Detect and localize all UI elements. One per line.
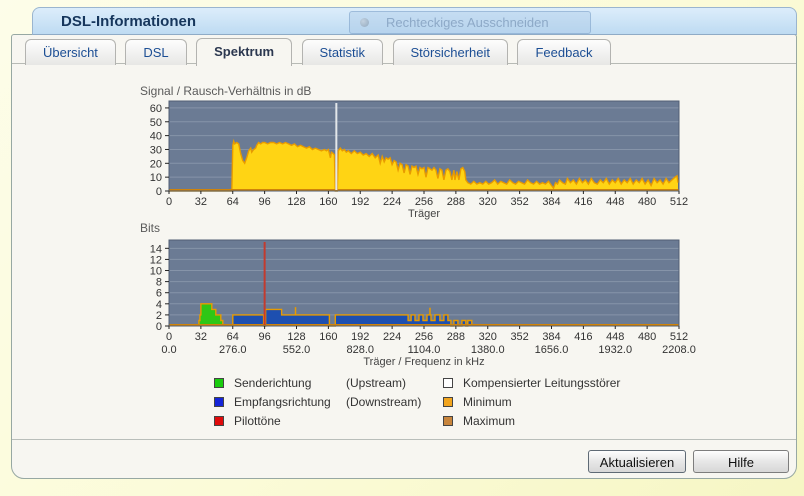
svg-text:448: 448 [606, 331, 624, 343]
refresh-button[interactable]: Aktualisieren [588, 450, 686, 473]
svg-text:0: 0 [166, 196, 172, 208]
svg-text:128: 128 [287, 196, 305, 208]
svg-text:64: 64 [227, 196, 239, 208]
svg-text:224: 224 [383, 331, 401, 343]
svg-text:256: 256 [415, 196, 433, 208]
chart-legend: Senderichtung (Upstream) Kompensierter L… [214, 376, 774, 433]
svg-text:40: 40 [150, 131, 162, 143]
svg-text:30: 30 [150, 144, 162, 156]
svg-text:828.0: 828.0 [346, 344, 374, 356]
svg-text:352: 352 [510, 196, 528, 208]
svg-text:10: 10 [150, 172, 162, 184]
svg-text:96: 96 [259, 331, 271, 343]
svg-text:512: 512 [670, 196, 688, 208]
legend-note: (Upstream) [346, 376, 407, 390]
legend-label: Minimum [463, 395, 512, 409]
svg-text:1932.0: 1932.0 [598, 344, 632, 356]
pilot-tones-swatch-icon [214, 416, 224, 426]
svg-text:288: 288 [447, 331, 465, 343]
legend-note: (Downstream) [346, 395, 422, 409]
svg-text:2208.0: 2208.0 [662, 344, 696, 356]
svg-text:256: 256 [415, 331, 433, 343]
tab-dsl[interactable]: DSL [125, 39, 187, 65]
svg-text:2: 2 [156, 310, 162, 322]
svg-text:276.0: 276.0 [219, 344, 247, 356]
svg-text:50: 50 [150, 117, 162, 129]
svg-text:64: 64 [227, 331, 239, 343]
svg-text:384: 384 [542, 331, 560, 343]
tab-feedback[interactable]: Feedback [517, 39, 611, 65]
svg-text:192: 192 [351, 331, 369, 343]
svg-text:6: 6 [156, 288, 162, 300]
svg-text:Träger / Frequenz in kHz: Träger / Frequenz in kHz [363, 356, 484, 368]
svg-text:96: 96 [259, 196, 271, 208]
help-button[interactable]: Hilfe [693, 450, 789, 473]
svg-text:20: 20 [150, 158, 162, 170]
snip-overlay-label: Rechteckiges Ausschneiden [386, 15, 549, 30]
svg-text:Träger: Träger [408, 208, 440, 220]
minimum-swatch-icon [443, 397, 453, 407]
svg-text:0: 0 [156, 321, 162, 333]
legend-label: Empfangsrichtung [234, 395, 331, 409]
bits-chart-title: Bits [140, 221, 161, 235]
legend-row: Empfangsrichtung (Downstream) Minimum [214, 395, 774, 414]
svg-text:416: 416 [574, 331, 592, 343]
dialog-header: DSL-Informationen Rechteckiges Ausschnei… [32, 7, 797, 35]
svg-text:128: 128 [287, 331, 305, 343]
svg-text:1380.0: 1380.0 [471, 344, 505, 356]
svg-text:1104.0: 1104.0 [408, 344, 441, 356]
snr-chart-title: Signal / Rausch-Verhältnis in dB [140, 84, 312, 98]
svg-text:416: 416 [574, 196, 592, 208]
svg-text:32: 32 [195, 196, 207, 208]
svg-text:1656.0: 1656.0 [535, 344, 569, 356]
tab-stoersicherheit[interactable]: Störsicherheit [392, 39, 508, 65]
snip-mode-icon [360, 18, 369, 27]
compensated-disturber-swatch-icon [443, 378, 453, 388]
tab-statistik[interactable]: Statistik [301, 39, 384, 65]
svg-text:10: 10 [150, 266, 162, 278]
dsl-info-panel: Übersicht DSL Spektrum Statistik Störsic… [11, 34, 797, 479]
legend-label: Kompensierter Leitungsstörer [463, 376, 621, 390]
snipping-tool-overlay: Rechteckiges Ausschneiden [349, 11, 591, 34]
legend-label: Pilottöne [234, 414, 281, 428]
svg-text:352: 352 [510, 331, 528, 343]
page-title: DSL-Informationen [61, 13, 196, 30]
svg-text:552.0: 552.0 [283, 344, 311, 356]
svg-text:32: 32 [195, 331, 207, 343]
svg-text:60: 60 [150, 103, 162, 115]
svg-text:14: 14 [150, 243, 162, 255]
svg-text:0: 0 [156, 186, 162, 198]
svg-text:480: 480 [638, 331, 656, 343]
legend-label: Senderichtung [234, 376, 312, 390]
svg-text:0: 0 [166, 331, 172, 343]
svg-text:480: 480 [638, 196, 656, 208]
legend-row: Pilottöne Maximum [214, 414, 774, 433]
maximum-swatch-icon [443, 416, 453, 426]
svg-text:288: 288 [447, 196, 465, 208]
downstream-swatch-icon [214, 397, 224, 407]
svg-text:320: 320 [479, 331, 497, 343]
svg-text:384: 384 [542, 196, 560, 208]
tab-strip: Übersicht DSL Spektrum Statistik Störsic… [12, 35, 796, 66]
svg-text:512: 512 [670, 331, 688, 343]
svg-text:192: 192 [351, 196, 369, 208]
svg-text:320: 320 [479, 196, 497, 208]
tab-uebersicht[interactable]: Übersicht [25, 39, 116, 65]
svg-text:160: 160 [319, 196, 337, 208]
tab-spektrum[interactable]: Spektrum [196, 38, 293, 66]
svg-text:448: 448 [606, 196, 624, 208]
svg-text:4: 4 [156, 299, 162, 311]
legend-label: Maximum [463, 414, 516, 428]
svg-text:0.0: 0.0 [161, 344, 176, 356]
legend-row: Senderichtung (Upstream) Kompensierter L… [214, 376, 774, 395]
footer-divider [12, 439, 796, 440]
svg-text:224: 224 [383, 196, 401, 208]
svg-text:8: 8 [156, 277, 162, 289]
svg-text:12: 12 [150, 254, 162, 266]
upstream-swatch-icon [214, 378, 224, 388]
bits-chart: 0 32 64 96 128 160 192 224 256 288 320 352 384 416 448… [150, 239, 696, 368]
snr-chart: 0 32 64 96 128 160 192 224 256 288 320 352 384 416 448… [150, 100, 688, 220]
svg-text:160: 160 [319, 331, 337, 343]
